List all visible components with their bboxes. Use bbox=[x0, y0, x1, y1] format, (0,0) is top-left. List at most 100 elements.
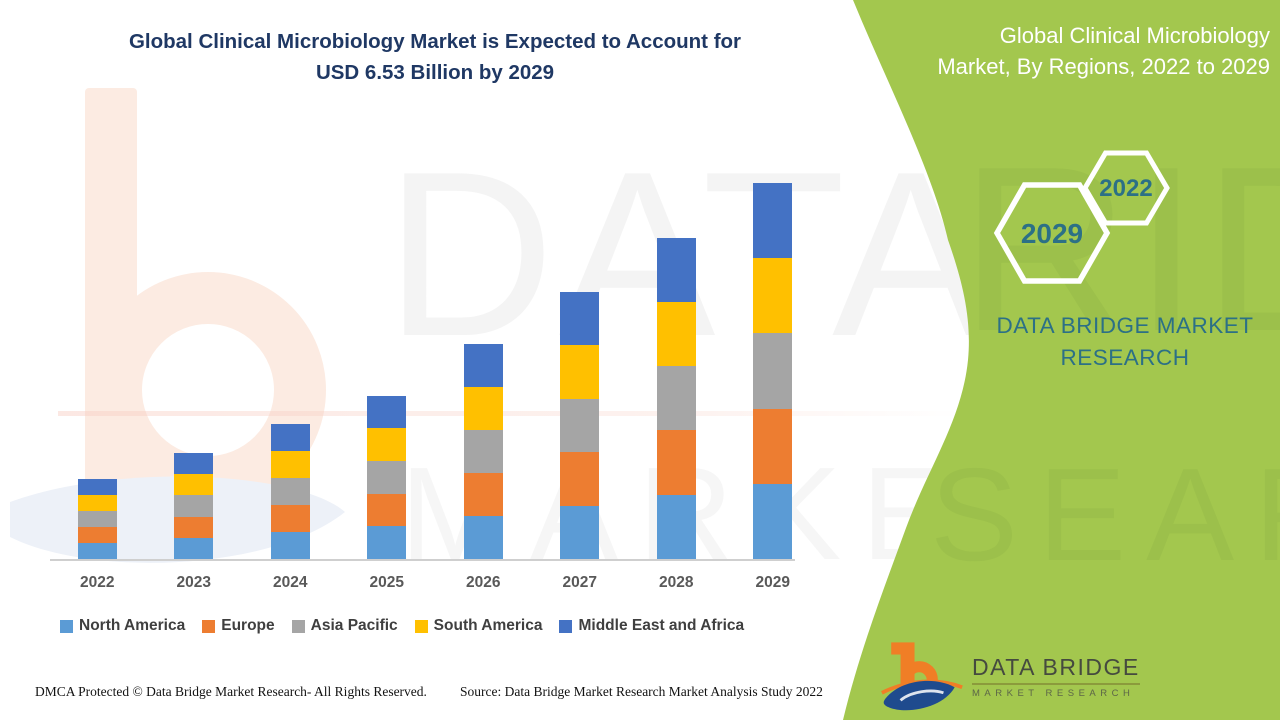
legend-item-europe: Europe bbox=[202, 617, 275, 635]
hexagon-2022 bbox=[1082, 150, 1170, 226]
x-axis-labels: 2022 2023 2024 2025 2026 2027 2028 2029 bbox=[49, 574, 821, 592]
bar-column-2026 bbox=[435, 175, 532, 559]
bar-segment-2022-asia-pacific bbox=[77, 510, 117, 527]
hexagon-2022-label: 2022 bbox=[1099, 175, 1152, 202]
bar-stack-2025 bbox=[367, 395, 407, 559]
bar-segment-2024-asia-pacific bbox=[270, 478, 310, 505]
legend-label: North America bbox=[79, 617, 186, 634]
x-axis-label-2029: 2029 bbox=[755, 574, 790, 591]
legend-item-asia-pacific: Asia Pacific bbox=[291, 617, 398, 635]
page-title-line2: USD 6.53 Billion by 2029 bbox=[315, 61, 555, 84]
bar-stack-2029 bbox=[753, 183, 793, 559]
bar-segment-2026-asia-pacific bbox=[463, 430, 503, 473]
bar-segment-2029-europe bbox=[753, 408, 793, 484]
bar-stack-2023 bbox=[174, 453, 214, 559]
legend-label: South America bbox=[433, 617, 543, 634]
bar-segment-2029-middle-east-and-africa bbox=[753, 183, 793, 259]
bar-segment-2029-north-america bbox=[753, 483, 793, 559]
bar-segment-2029-south-america bbox=[753, 258, 793, 334]
bar-segment-2028-europe bbox=[656, 430, 696, 495]
panel-title-line1: Global Clinical Microbiology bbox=[999, 23, 1270, 48]
page-title: Global Clinical Microbiology Market is E… bbox=[55, 26, 815, 88]
bar-segment-2025-middle-east-and-africa bbox=[367, 395, 407, 429]
x-axis-label-2025: 2025 bbox=[369, 574, 404, 591]
bar-segment-2025-asia-pacific bbox=[367, 460, 407, 494]
x-axis-line bbox=[50, 559, 795, 561]
legend-item-south-america: South America bbox=[414, 617, 543, 635]
panel-title-line2: Market, By Regions, 2022 to 2029 bbox=[937, 54, 1270, 79]
bar-segment-2022-south-america bbox=[77, 494, 117, 511]
decorative-pink-band bbox=[58, 411, 963, 416]
bar-segment-2022-europe bbox=[77, 526, 117, 543]
bar-segment-2028-north-america bbox=[656, 494, 696, 559]
brand-text: DATA BRIDGE MARKET RESEARCH bbox=[970, 310, 1280, 374]
bar-segment-2024-north-america bbox=[270, 532, 310, 559]
bar-segment-2024-europe bbox=[270, 505, 310, 532]
bar-segment-2022-middle-east-and-africa bbox=[77, 478, 117, 495]
bar-segment-2025-north-america bbox=[367, 526, 407, 559]
bar-stack-2022 bbox=[77, 478, 117, 559]
bar-segment-2027-europe bbox=[560, 452, 600, 506]
x-axis-label-2024: 2024 bbox=[273, 574, 308, 591]
bar-segment-2028-south-america bbox=[656, 301, 696, 367]
x-axis-label-2027: 2027 bbox=[562, 574, 597, 591]
bar-stack-2028 bbox=[656, 237, 696, 559]
company-logo-text: DATA BRIDGE MARKET RESEARCH bbox=[972, 654, 1140, 699]
legend-label: Asia Pacific bbox=[310, 617, 398, 634]
bar-segment-2026-north-america bbox=[463, 516, 503, 559]
bar-segment-2027-middle-east-and-africa bbox=[560, 292, 600, 346]
bar-segment-2026-south-america bbox=[463, 387, 503, 430]
bar-stack-2026 bbox=[463, 344, 503, 559]
legend-swatch bbox=[202, 619, 216, 633]
bar-segment-2025-europe bbox=[367, 493, 407, 527]
bar-segment-2027-south-america bbox=[560, 345, 600, 399]
bar-column-2025 bbox=[339, 175, 436, 559]
svg-text:SEARCH: SEARCH bbox=[930, 441, 1280, 588]
bar-stack-2027 bbox=[560, 292, 600, 559]
brand-text-line1: DATA BRIDGE MARKET bbox=[996, 313, 1254, 338]
company-logo-icon bbox=[881, 642, 963, 711]
company-logo: DATA BRIDGE MARKET RESEARCH bbox=[880, 638, 1140, 714]
legend-swatch bbox=[291, 619, 305, 633]
bar-stack-2024 bbox=[270, 424, 310, 559]
chart-legend: North America Europe Asia Pacific South Ame… bbox=[60, 617, 744, 635]
x-axis-label-2022: 2022 bbox=[80, 574, 115, 591]
source-note: Source: Data Bridge Market Research Mark… bbox=[460, 684, 823, 699]
bar-segment-2023-south-america bbox=[174, 474, 214, 496]
bar-segment-2026-middle-east-and-africa bbox=[463, 344, 503, 387]
brand-text-line2: RESEARCH bbox=[1060, 345, 1190, 370]
bar-column-2024 bbox=[242, 175, 339, 559]
hexagon-badges: 2022 2029 bbox=[993, 150, 1170, 284]
company-logo-name: DATA BRIDGE bbox=[972, 654, 1140, 685]
legend-item-north-america: North America bbox=[60, 617, 185, 635]
legend-item-middle-east-and-africa: Middle East and Africa bbox=[559, 617, 744, 635]
legend-label: Europe bbox=[221, 617, 275, 634]
hexagon-2029-label: 2029 bbox=[1021, 218, 1083, 249]
bar-column-2029 bbox=[725, 175, 822, 559]
bar-column-2028 bbox=[628, 175, 725, 559]
bar-segment-2029-asia-pacific bbox=[753, 333, 793, 409]
bar-segment-2023-middle-east-and-africa bbox=[174, 453, 214, 475]
bar-chart-plot-area bbox=[49, 175, 821, 559]
legend-swatch bbox=[559, 619, 573, 633]
panel-title: Global Clinical Microbiology Market, By … bbox=[880, 20, 1270, 82]
bar-segment-2026-europe bbox=[463, 473, 503, 516]
bar-column-2027 bbox=[532, 175, 629, 559]
bar-segment-2024-south-america bbox=[270, 451, 310, 478]
bar-segment-2027-asia-pacific bbox=[560, 398, 600, 453]
bar-segment-2028-middle-east-and-africa bbox=[656, 237, 696, 302]
bar-segment-2028-asia-pacific bbox=[656, 366, 696, 431]
x-axis-label-2026: 2026 bbox=[466, 574, 501, 591]
legend-swatch bbox=[414, 619, 428, 633]
svg-text:RIDGE: RIDGE bbox=[960, 117, 1280, 380]
bar-segment-2024-middle-east-and-africa bbox=[270, 424, 310, 451]
bar-segment-2023-north-america bbox=[174, 537, 214, 559]
company-logo-subtitle: MARKET RESEARCH bbox=[972, 687, 1135, 699]
bar-segment-2022-north-america bbox=[77, 542, 117, 559]
bar-segment-2027-north-america bbox=[560, 505, 600, 559]
page-title-line1: Global Clinical Microbiology Market is E… bbox=[128, 30, 742, 53]
legend-label: Middle East and Africa bbox=[578, 617, 745, 634]
legend-swatch bbox=[60, 619, 73, 633]
